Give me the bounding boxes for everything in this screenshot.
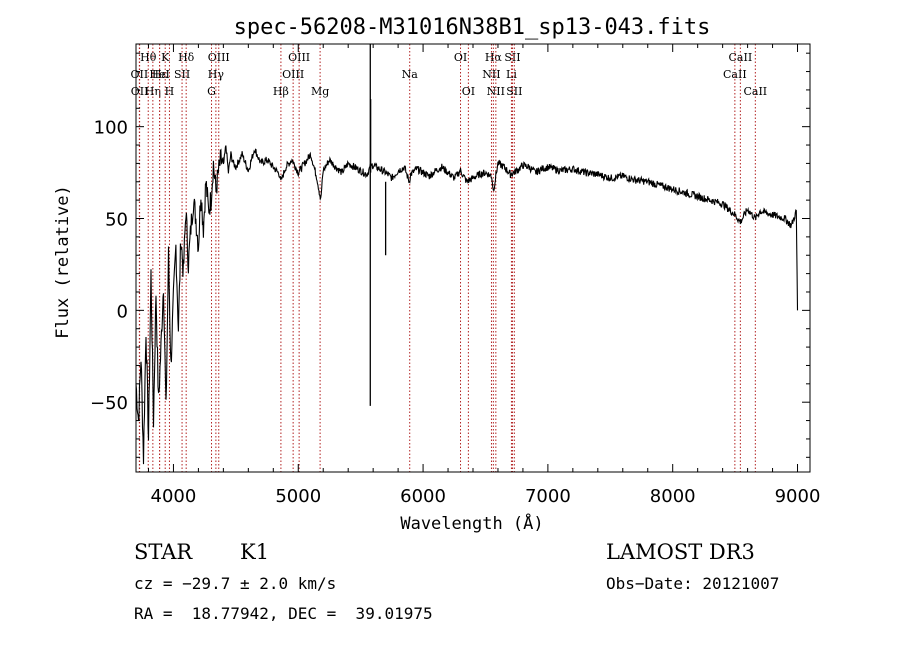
y-tick-label: −50 [90, 393, 128, 414]
coordinates: RA = 18.77942, DEC = 39.01975 [134, 604, 433, 623]
x-tick-label: 7000 [525, 486, 571, 507]
spectral-line-label: Hδ [178, 51, 195, 64]
spectral-line-label: SII [174, 68, 190, 81]
spectral-line-label: NII [482, 68, 500, 81]
spectral-line-label: CaII [743, 85, 767, 98]
spectral-line-label: Hη [145, 85, 161, 98]
spectral-line-label: OII [131, 68, 149, 81]
spectral-line-label: CaII [729, 51, 753, 64]
spectral-line-label: OIII [208, 51, 230, 64]
y-tick-label: 100 [94, 118, 128, 139]
x-axis-label: Wavelength (Å) [400, 512, 543, 534]
y-tick-label: 0 [117, 301, 128, 322]
spectral-line-label: HeI [149, 68, 169, 81]
spectral-line-label: OIII [282, 68, 304, 81]
spectral-line-label: G [207, 85, 216, 98]
axes: 4000 5000 6000 7000 8000 9000 −50 0 50 100 [90, 44, 820, 507]
x-tick-label: 8000 [650, 486, 696, 507]
spectral-line-label: CaII [723, 68, 747, 81]
spectral-line-label: H [165, 85, 175, 98]
redshift-velocity: cz = −29.7 ± 2.0 km/s [134, 574, 337, 593]
spectrum-plot [135, 44, 799, 465]
x-tick-label: 6000 [400, 486, 446, 507]
spectral-line-label: SII [504, 51, 520, 64]
flux-trace [135, 145, 799, 465]
plot-frame [135, 43, 811, 473]
x-tick-label: 4000 [151, 486, 197, 507]
survey-name: LAMOST DR3 [606, 540, 755, 564]
spectral-line-label: Hβ [273, 85, 289, 98]
spectral-line-label: Hθ [140, 51, 157, 64]
object-subclass: K1 [240, 540, 270, 564]
spectral-line-label: Hα [485, 51, 503, 64]
spectral-line-label: OI [462, 85, 475, 98]
spectral-line-label: Li [506, 68, 517, 81]
spectral-line-label: Hε [152, 68, 168, 81]
x-tick-label: 5000 [275, 486, 321, 507]
spectral-line-label: OIII [288, 51, 310, 64]
chart-title: spec-56208-M31016N38B1_sp13-043.fits [234, 15, 711, 40]
y-tick-label: 50 [105, 210, 128, 231]
spectral-line-label: Hγ [208, 68, 225, 81]
spectral-line-label: OI [454, 51, 467, 64]
spectral-line-label: NII [487, 85, 505, 98]
spectral-line-label: K [161, 51, 170, 64]
spectral-line-label: OII [131, 85, 149, 98]
observation-date: Obs−Date: 20121007 [606, 574, 780, 593]
spectral-line-label: Mg [311, 85, 329, 98]
spectral-line-label: Na [402, 68, 419, 81]
object-class: STAR [134, 540, 193, 564]
x-tick-label: 9000 [775, 486, 821, 507]
spectral-line-label: SII [506, 85, 522, 98]
y-axis-label: Flux (relative) [53, 185, 73, 339]
